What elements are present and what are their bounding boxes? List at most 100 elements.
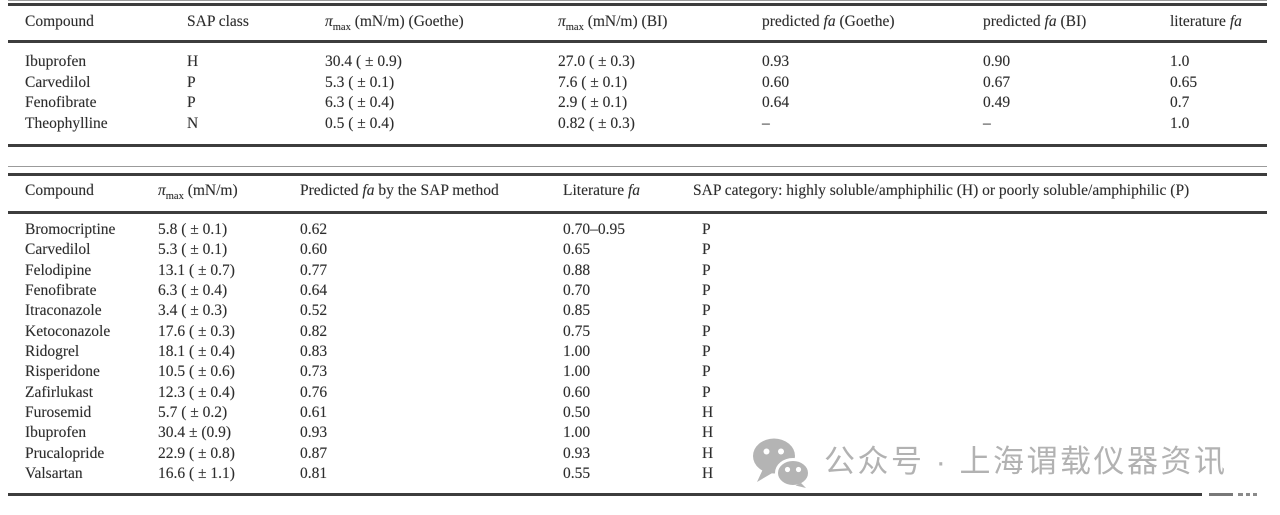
value-cell: 0.93 <box>762 53 790 70</box>
value-cell: P <box>702 241 711 259</box>
table-row: Prucalopride 22.9 ( ± 0.8) 0.87 0.93 H <box>8 444 1267 464</box>
value-cell: 0.55 <box>563 464 591 482</box>
compound-cell: Ibuprofen <box>25 53 87 70</box>
value-cell: 0.60 <box>563 383 591 401</box>
header-text: predicted <box>983 13 1045 30</box>
table-row: Theophylline N 0.5 ( ± 0.4) 0.82 ( ± 0.3… <box>8 114 1267 135</box>
value-cell: 1.00 <box>563 424 591 442</box>
column-header-compound: Compound <box>25 182 94 199</box>
table2-bottom-rule <box>8 493 1202 496</box>
pi-symbol: π <box>558 13 566 30</box>
watermark: 公众号 · 上海谓载仪器资讯 <box>752 436 1228 488</box>
table-row: Ibuprofen H 30.4 ( ± 0.9) 27.0 ( ± 0.3) … <box>8 52 1267 73</box>
table1-header-row: Compound SAP class πmax (mN/m) (Goethe) … <box>8 11 1267 33</box>
value-cell: 16.6 ( ± 1.1) <box>158 464 235 482</box>
column-header-sap-class: SAP class <box>187 13 249 30</box>
value-cell: H <box>702 464 714 482</box>
compound-cell: Ibuprofen <box>25 424 87 442</box>
header-text: literature <box>1170 13 1230 30</box>
value-cell: 30.4 ( ± 0.9) <box>325 53 402 70</box>
value-cell: 0.88 <box>563 261 591 279</box>
column-header-pimax-goethe: πmax (mN/m) (Goethe) <box>325 11 558 39</box>
value-cell: 0.75 <box>563 322 591 340</box>
value-cell: P <box>702 363 711 381</box>
value-cell: H <box>187 53 199 70</box>
fa-symbol: fa <box>1044 13 1057 30</box>
fa-symbol: fa <box>823 13 836 30</box>
table2-top-rule <box>8 173 1267 176</box>
fa-symbol: fa <box>627 182 641 199</box>
value-cell: P <box>187 73 196 91</box>
value-cell: 0.65 <box>563 241 591 259</box>
value-cell: 0.82 ( ± 0.3) <box>558 114 635 132</box>
scan-artifact-dot <box>1253 493 1257 496</box>
value-cell: 0.93 <box>563 444 591 462</box>
table-row: Fenofibrate P 6.3 ( ± 0.4) 2.9 ( ± 0.1) … <box>8 93 1267 114</box>
fa-symbol: fa <box>1229 13 1242 30</box>
table-row: Furosemid 5.7 ( ± 0.2) 0.61 0.50 H <box>8 403 1267 423</box>
value-cell: – <box>762 114 770 132</box>
header-text: by the SAP method <box>374 182 499 199</box>
column-header-compound: Compound <box>25 13 94 30</box>
value-cell: 0.70 <box>563 281 591 299</box>
table-row: Bromocriptine 5.8 ( ± 0.1) 0.62 0.70–0.9… <box>8 220 1267 240</box>
value-cell: 27.0 ( ± 0.3) <box>558 53 635 70</box>
value-cell: 1.00 <box>563 342 591 360</box>
value-cell: 22.9 ( ± 0.8) <box>158 444 235 462</box>
value-cell: 0.90 <box>983 53 1011 70</box>
value-cell: 0.93 <box>300 424 328 442</box>
value-cell: 5.7 ( ± 0.2) <box>158 403 228 421</box>
table-row: Valsartan 16.6 ( ± 1.1) 0.81 0.55 H <box>8 464 1267 484</box>
value-cell: 0.73 <box>300 363 328 381</box>
value-cell: 5.3 ( ± 0.1) <box>325 73 395 91</box>
table-row: Ketoconazole 17.6 ( ± 0.3) 0.82 0.75 P <box>8 322 1267 342</box>
value-cell: P <box>702 281 711 299</box>
value-cell: 0.77 <box>300 261 328 279</box>
pi-subscript: max <box>165 191 184 203</box>
table1-top-rule <box>8 3 1267 6</box>
value-cell: P <box>702 342 711 360</box>
value-cell: 2.9 ( ± 0.1) <box>558 94 628 111</box>
value-cell: 0.52 <box>300 302 328 320</box>
compound-cell: Prucalopride <box>25 444 105 462</box>
value-cell: 0.83 <box>300 342 328 360</box>
table2-body: Bromocriptine 5.8 ( ± 0.1) 0.62 0.70–0.9… <box>8 220 1267 484</box>
value-cell: 13.1 ( ± 0.7) <box>158 261 235 279</box>
value-cell: P <box>187 94 196 111</box>
value-cell: 0.50 <box>563 403 591 421</box>
table-row: Zafirlukast 12.3 ( ± 0.4) 0.76 0.60 P <box>8 383 1267 403</box>
value-cell: 0.64 <box>300 281 328 299</box>
value-cell: 6.3 ( ± 0.4) <box>158 281 228 299</box>
value-cell: 0.70–0.95 <box>563 221 625 238</box>
pi-subscript: max <box>565 22 584 34</box>
value-cell: 0.60 <box>300 241 328 259</box>
column-header-predicted-fa-sap: Predicted fa by the SAP method <box>300 180 563 208</box>
value-cell: H <box>702 444 714 462</box>
compound-cell: Carvedilol <box>25 241 91 259</box>
compound-cell: Itraconazole <box>25 302 102 320</box>
header-units: (mN/m) <box>183 182 238 199</box>
table-row: Fenofibrate 6.3 ( ± 0.4) 0.64 0.70 P <box>8 281 1267 301</box>
compound-cell: Fenofibrate <box>25 281 97 299</box>
column-header-predicted-fa-goethe: predicted fa (Goethe) <box>762 11 983 39</box>
value-cell: 30.4 ± (0.9) <box>158 424 232 442</box>
table-row: Carvedilol P 5.3 ( ± 0.1) 7.6 ( ± 0.1) 0… <box>8 73 1267 94</box>
column-header-pimax-bi: πmax (mN/m) (BI) <box>558 11 762 39</box>
value-cell: 0.61 <box>300 403 328 421</box>
value-cell: 0.76 <box>300 383 328 401</box>
value-cell: 10.5 ( ± 0.6) <box>158 363 235 381</box>
value-cell: 3.4 ( ± 0.3) <box>158 302 228 320</box>
pi-symbol: π <box>325 13 333 30</box>
table1-body: Ibuprofen H 30.4 ( ± 0.9) 27.0 ( ± 0.3) … <box>8 52 1267 134</box>
value-cell: 0.82 <box>300 322 328 340</box>
header-units: (mN/m) (Goethe) <box>350 13 464 30</box>
column-header-sap-category: SAP category: highly soluble/amphiphilic… <box>693 182 1190 199</box>
value-cell: H <box>702 403 714 421</box>
compound-cell: Bromocriptine <box>25 221 116 238</box>
value-cell: 6.3 ( ± 0.4) <box>325 94 395 111</box>
scan-artifact-dot <box>1238 493 1243 496</box>
table2: Compound πmax (mN/m) Predicted fa by the… <box>8 165 1267 500</box>
value-cell: 0.65 <box>1170 73 1198 91</box>
scan-artifact-dash <box>1209 493 1233 496</box>
table2-top-thin-rule <box>8 166 1267 167</box>
